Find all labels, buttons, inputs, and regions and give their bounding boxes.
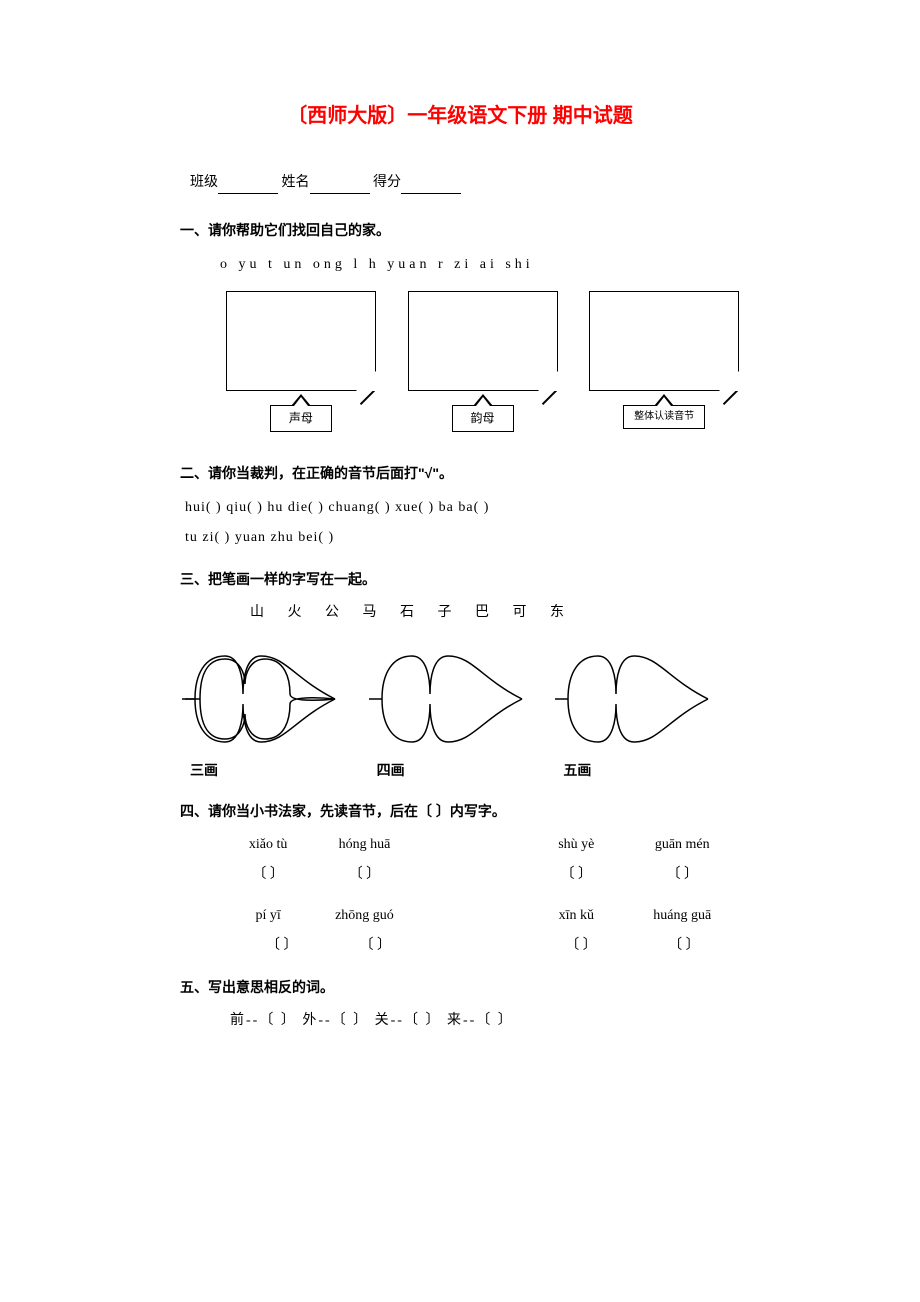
heart-shape-icon[interactable] — [180, 644, 340, 754]
answer-box-yunmu[interactable] — [408, 291, 558, 391]
q1-items: o yu t un ong l h yuan r zi ai shi — [180, 254, 740, 276]
heart-shape-icon[interactable] — [553, 644, 713, 754]
paren-cell[interactable]: 〔 〕 — [235, 935, 329, 957]
q4-title: 四、请你当小书法家，先读音节，后在〔 〕内写字。 — [180, 800, 740, 822]
paren-cell[interactable]: 〔 〕 — [220, 864, 316, 886]
q1-box-group-3: 整体认读音节 — [588, 291, 740, 432]
student-info-line: 班级 姓名 得分 — [180, 172, 740, 194]
q2-title: 二、请你当裁判，在正确的音节后面打"√"。 — [180, 462, 740, 484]
label-zhengti: 整体认读音节 — [623, 405, 705, 429]
heart-label-4: 四画 — [367, 759, 405, 781]
heart-label-3: 三画 — [180, 759, 218, 781]
paren-cell[interactable]: 〔 〕 — [528, 864, 624, 886]
heart-label-5: 五画 — [553, 759, 591, 781]
label-yunmu: 韵母 — [452, 405, 514, 432]
class-blank[interactable] — [218, 178, 278, 194]
q1-box-group-1: 声母 — [225, 291, 377, 432]
arrow-up-icon — [473, 394, 493, 406]
heart-group-5: 五画 — [553, 644, 740, 781]
score-label: 得分 — [373, 175, 401, 190]
q3-chars: 山 火 公 马 石 子 巴 可 东 — [180, 602, 740, 624]
pinyin-cell: guān mén — [624, 834, 740, 856]
q1-title: 一、请你帮助它们找回自己的家。 — [180, 219, 740, 241]
paren-cell[interactable]: 〔 〕 — [316, 864, 412, 886]
pinyin-cell: shù yè — [528, 834, 624, 856]
pinyin-cell: pí yī — [220, 905, 316, 927]
answer-box-zhengti[interactable] — [589, 291, 739, 391]
pinyin-cell: xiǎo tù — [220, 834, 316, 856]
q4-paren-row2: 〔 〕 〔 〕 〔 〕 〔 〕 — [180, 935, 740, 957]
paren-cell[interactable]: 〔 〕 — [628, 935, 740, 957]
q5-line1[interactable]: 前--〔 〕 外--〔 〕 关--〔 〕 来--〔 〕 — [180, 1010, 740, 1032]
paren-cell[interactable]: 〔 〕 — [534, 935, 628, 957]
pinyin-cell: huáng guā — [624, 905, 740, 927]
heart-group-3: 三画 — [180, 644, 367, 781]
pinyin-cell: xīn kǔ — [528, 905, 624, 927]
q3-title: 三、把笔画一样的字写在一起。 — [180, 568, 740, 590]
score-blank[interactable] — [401, 178, 461, 194]
label-shengmu: 声母 — [270, 405, 332, 432]
arrow-up-icon — [654, 394, 674, 406]
q2-line1[interactable]: hui( ) qiu( ) hu die( ) chuang( ) xue( )… — [180, 497, 740, 519]
paren-cell[interactable]: 〔 〕 — [329, 935, 423, 957]
name-blank[interactable] — [310, 178, 370, 194]
heart-group-4: 四画 — [367, 644, 554, 781]
q2-line2[interactable]: tu zi( ) yuan zhu bei( ) — [180, 527, 740, 549]
q4-paren-row1: 〔 〕 〔 〕 〔 〕 〔 〕 — [180, 864, 740, 886]
q1-box-group-2: 韵母 — [407, 291, 559, 432]
q4-pinyin-row2: pí yī zhōng guó xīn kǔ huáng guā — [180, 905, 740, 927]
pinyin-cell: hóng huā — [316, 834, 412, 856]
class-label: 班级 — [190, 175, 218, 190]
name-label: 姓名 — [282, 175, 310, 190]
answer-box-shengmu[interactable] — [226, 291, 376, 391]
q1-boxes-row: 声母 韵母 整体认读音节 — [225, 291, 740, 432]
q4-pinyin-row1: xiǎo tù hóng huā shù yè guān mén — [180, 834, 740, 856]
page-title: 〔西师大版〕一年级语文下册 期中试题 — [180, 100, 740, 132]
pinyin-cell: zhōng guó — [316, 905, 412, 927]
paren-cell[interactable]: 〔 〕 — [624, 864, 740, 886]
q5-title: 五、写出意思相反的词。 — [180, 976, 740, 998]
arrow-up-icon — [291, 394, 311, 406]
heart-shape-icon[interactable] — [367, 644, 527, 754]
q3-hearts-row: 三画 四画 五画 — [180, 644, 740, 781]
